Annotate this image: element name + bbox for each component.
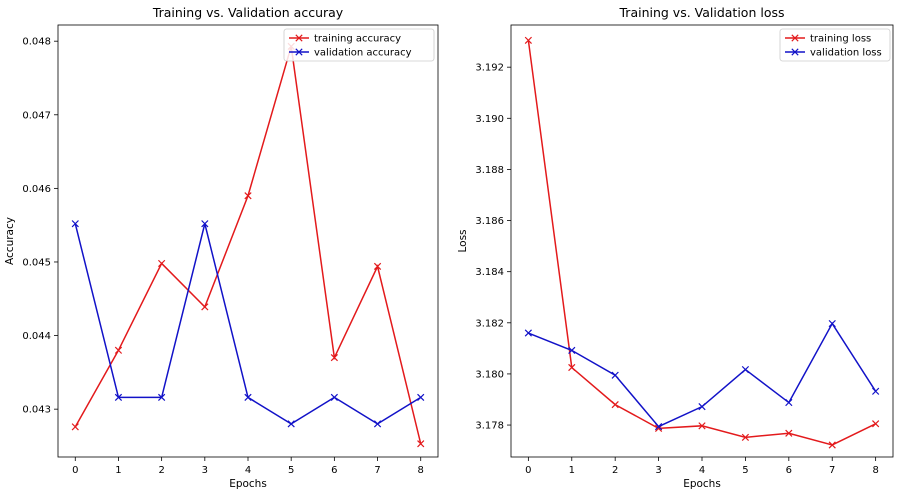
data-point-marker: [828, 441, 836, 449]
y-tick-label: 3.190: [475, 114, 504, 125]
data-point-marker: [741, 365, 750, 374]
x-tick-label: 2: [158, 465, 164, 476]
legend-label-1: validation accuracy: [314, 48, 412, 59]
x-tick-label: 7: [829, 465, 835, 476]
series-line-0: [527, 40, 876, 446]
data-point-marker: [373, 420, 382, 428]
y-axis-label: Accuracy: [4, 217, 16, 265]
y-tick-label: 0.047: [22, 110, 51, 121]
data-point-marker: [71, 220, 79, 228]
data-point-marker: [417, 393, 425, 402]
x-tick-label: 0: [72, 465, 78, 476]
data-point-marker: [201, 303, 209, 311]
data-point-marker: [524, 329, 532, 337]
data-point-marker: [785, 398, 793, 407]
y-tick-label: 3.182: [475, 318, 504, 329]
y-tick-label: 0.046: [22, 184, 51, 195]
x-tick-label: 7: [374, 465, 380, 476]
y-tick-label: 0.048: [22, 37, 51, 48]
data-point-marker: [611, 400, 619, 409]
legend-marker: [791, 34, 799, 42]
legend-box: [283, 28, 435, 62]
data-point-marker: [698, 422, 706, 430]
legend: training accuracy validation accuracy: [283, 28, 435, 62]
x-tick-label: 6: [786, 465, 792, 476]
data-point-marker: [568, 346, 576, 355]
legend-label-0: training accuracy: [314, 34, 401, 45]
x-tick-label: 8: [418, 465, 424, 476]
plot-frame: [57, 24, 439, 458]
y-tick-label: 3.186: [475, 216, 504, 227]
data-point-marker: [872, 387, 880, 395]
data-point-marker: [114, 346, 123, 354]
legend-marker: [295, 48, 303, 56]
series-line-0: [74, 46, 422, 444]
y-tick-label: 3.192: [475, 63, 504, 74]
data-point-marker: [785, 429, 793, 437]
chart-title: Training vs. Validation accuray: [152, 5, 344, 20]
data-point-marker: [114, 393, 123, 402]
x-tick-label: 4: [245, 465, 251, 476]
legend-box: [779, 28, 891, 62]
y-tick-label: 3.178: [475, 421, 504, 432]
legend-marker: [791, 48, 799, 56]
data-point-marker: [330, 354, 338, 362]
y-tick-label: 0.045: [22, 257, 51, 268]
chart-panel-1: Training vs. Validation loss Epochs Loss 0 1…: [457, 5, 894, 490]
data-point-marker: [611, 371, 619, 379]
data-point-marker: [244, 192, 252, 200]
plot-frame: [510, 24, 894, 458]
data-point-marker: [741, 433, 750, 441]
chart-title: Training vs. Validation loss: [619, 5, 785, 20]
x-tick-label: 0: [525, 465, 531, 476]
x-tick-label: 2: [612, 465, 618, 476]
data-point-marker: [654, 422, 663, 431]
x-tick-label: 3: [655, 465, 661, 476]
y-tick-label: 3.184: [475, 267, 504, 278]
data-point-marker: [828, 319, 836, 328]
y-tick-label: 3.180: [475, 369, 504, 380]
x-tick-label: 5: [288, 465, 294, 476]
x-tick-label: 1: [115, 465, 121, 476]
y-tick-label: 3.188: [475, 165, 504, 176]
data-point-marker: [417, 440, 425, 448]
data-point-marker: [568, 363, 576, 372]
chart-panel-0: Training vs. Validation accuray Epochs Acc…: [4, 5, 439, 490]
x-tick-label: 5: [742, 465, 748, 476]
data-point-marker: [158, 259, 166, 268]
data-point-marker: [872, 420, 880, 428]
data-point-marker: [201, 220, 209, 228]
legend-label-1: validation loss: [810, 48, 882, 59]
data-point-marker: [373, 262, 382, 271]
data-point-marker: [287, 420, 295, 428]
legend: training loss validation loss: [779, 28, 891, 62]
data-point-marker: [71, 423, 79, 431]
x-axis-label: Epochs: [229, 478, 267, 490]
data-point-marker: [524, 36, 532, 44]
data-point-marker: [158, 393, 166, 402]
legend-marker: [295, 34, 303, 42]
y-axis-label: Loss: [457, 229, 469, 252]
data-point-marker: [244, 393, 252, 402]
x-tick-label: 8: [872, 465, 878, 476]
y-tick-label: 0.044: [22, 331, 51, 342]
x-axis-label: Epochs: [683, 478, 721, 490]
legend-label-0: training loss: [810, 34, 871, 45]
x-tick-label: 3: [202, 465, 208, 476]
y-tick-label: 0.043: [22, 405, 51, 416]
data-point-marker: [330, 393, 338, 402]
series-line-1: [74, 223, 422, 425]
data-point-marker: [698, 403, 706, 411]
x-tick-label: 1: [569, 465, 575, 476]
x-tick-label: 4: [699, 465, 705, 476]
x-tick-label: 6: [331, 465, 337, 476]
